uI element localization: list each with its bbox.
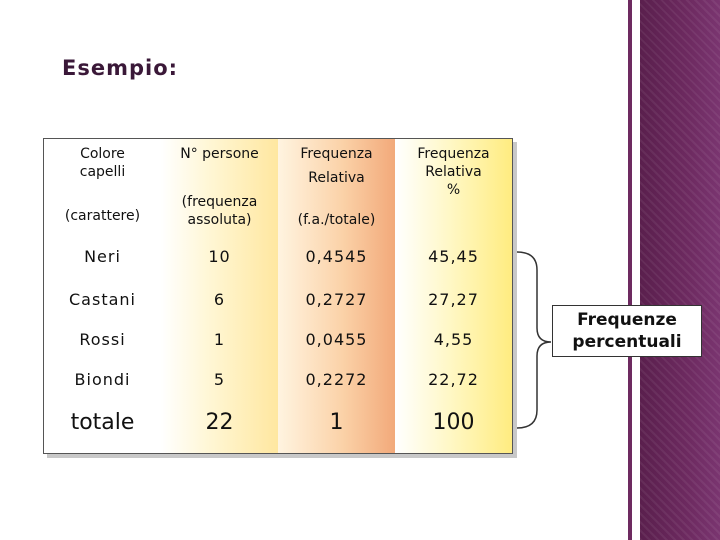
header-persone-sub1: (frequenza [181,194,258,210]
cell-row3-col3: 0,0455 [305,330,368,349]
cell-row1-col4: 45,45 [428,247,479,266]
cell-row4-col1: Biondi [74,370,131,389]
cell-total-persone: 22 [205,410,234,435]
decorative-sidebar [640,0,720,540]
callout-frequenze-percentuali: Frequenze percentuali [552,305,702,357]
header-persone-sub2: assoluta) [187,212,252,228]
cell-row3-col4: 4,55 [433,330,474,349]
cell-row2-col4: 27,27 [428,290,479,309]
cell-row3-col2: 1 [213,330,226,349]
header-colore-line1: Colore [80,146,125,162]
callout-line1: Frequenze [577,310,677,330]
cell-total-freqrel: 1 [329,410,344,435]
column-frequenza-relativa [278,139,395,453]
cell-row4-col4: 22,72 [428,370,479,389]
column-colore [44,139,161,453]
cell-row4-col2: 5 [213,370,226,389]
column-frequenza-percentuale [395,139,512,453]
slide-title: Esempio: [62,56,179,80]
cell-row2-col2: 6 [213,290,226,309]
header-freqrel-sub: (f.a./totale) [297,212,376,228]
cell-total-label: totale [70,410,135,435]
cell-row2-col3: 0,2727 [305,290,368,309]
cell-row3-col1: Rossi [79,330,126,349]
cell-row4-col3: 0,2272 [305,370,368,389]
cell-row2-col1: Castani [69,290,136,309]
header-freqrel-line1: Frequenza [300,146,373,162]
cell-total-freqperc: 100 [432,410,475,435]
callout-line2: percentuali [572,332,682,352]
header-freqperc-line3: % [446,182,461,198]
frequency-table: Colore capelli (carattere) N° persone (f… [43,138,513,454]
header-freqperc-line2: Relativa [425,164,482,180]
cell-row1-col3: 0,4545 [305,247,368,266]
cell-row1-col2: 10 [208,247,231,266]
column-persone [161,139,278,453]
cell-row1-col1: Neri [84,247,121,266]
header-freqperc-line1: Frequenza [417,146,490,162]
sidebar-divider-line [628,0,632,540]
header-freqrel-line2: Relativa [308,170,365,186]
header-colore-sub: (carattere) [64,208,141,224]
header-colore-line2: capelli [79,164,126,180]
header-persone: N° persone [180,146,259,162]
right-brace-icon [516,251,552,429]
